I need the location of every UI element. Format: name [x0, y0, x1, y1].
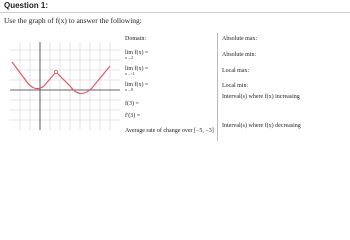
divider [0, 12, 350, 13]
limit-subscript: x→-1 [125, 71, 135, 76]
answer-label: Interval(s) where f(x) increasing [222, 94, 300, 100]
question-item: lim f(x) = x→-1 [125, 66, 148, 76]
item-text: f′(3) = [125, 113, 141, 119]
item-text: lim f(x) = [125, 50, 149, 56]
instruction: Use the graph of f(x) to answer the foll… [4, 16, 142, 25]
open-point [54, 70, 58, 74]
question-item: Average rate of change over [−5, −3] [125, 128, 214, 134]
item-text: Domain: [125, 36, 146, 42]
answer-label: Interval(s) where f(x) decreasing [222, 123, 301, 129]
graph-grid [10, 42, 120, 130]
question-title: Question 1: [4, 1, 49, 10]
question-item: f′(3) = [125, 113, 140, 119]
answer-panel [217, 33, 348, 141]
question-item: Domain: [125, 36, 146, 42]
item-text: f(3) = [125, 101, 139, 107]
answer-label: Local min: [222, 83, 249, 89]
limit-subscript: x→0 [125, 87, 133, 92]
question-item: lim f(x) = x→2 [125, 50, 148, 60]
page: Question 1: Use the graph of f(x) to ans… [0, 0, 350, 143]
graph [10, 42, 120, 130]
answer-label: Absolute min: [222, 52, 257, 58]
function-curve [11, 61, 111, 95]
limit-subscript: x→2 [125, 55, 133, 60]
question-item: f(3) = [125, 101, 139, 107]
item-text: Average rate of change over [−5, −3] [125, 128, 214, 134]
question-item: lim f(x) = x→0 [125, 82, 148, 92]
item-text: lim f(x) = [125, 66, 149, 72]
answer-label: Local max: [222, 68, 250, 74]
answer-label: Absolute max: [222, 36, 258, 42]
item-text: lim f(x) = [125, 82, 149, 88]
